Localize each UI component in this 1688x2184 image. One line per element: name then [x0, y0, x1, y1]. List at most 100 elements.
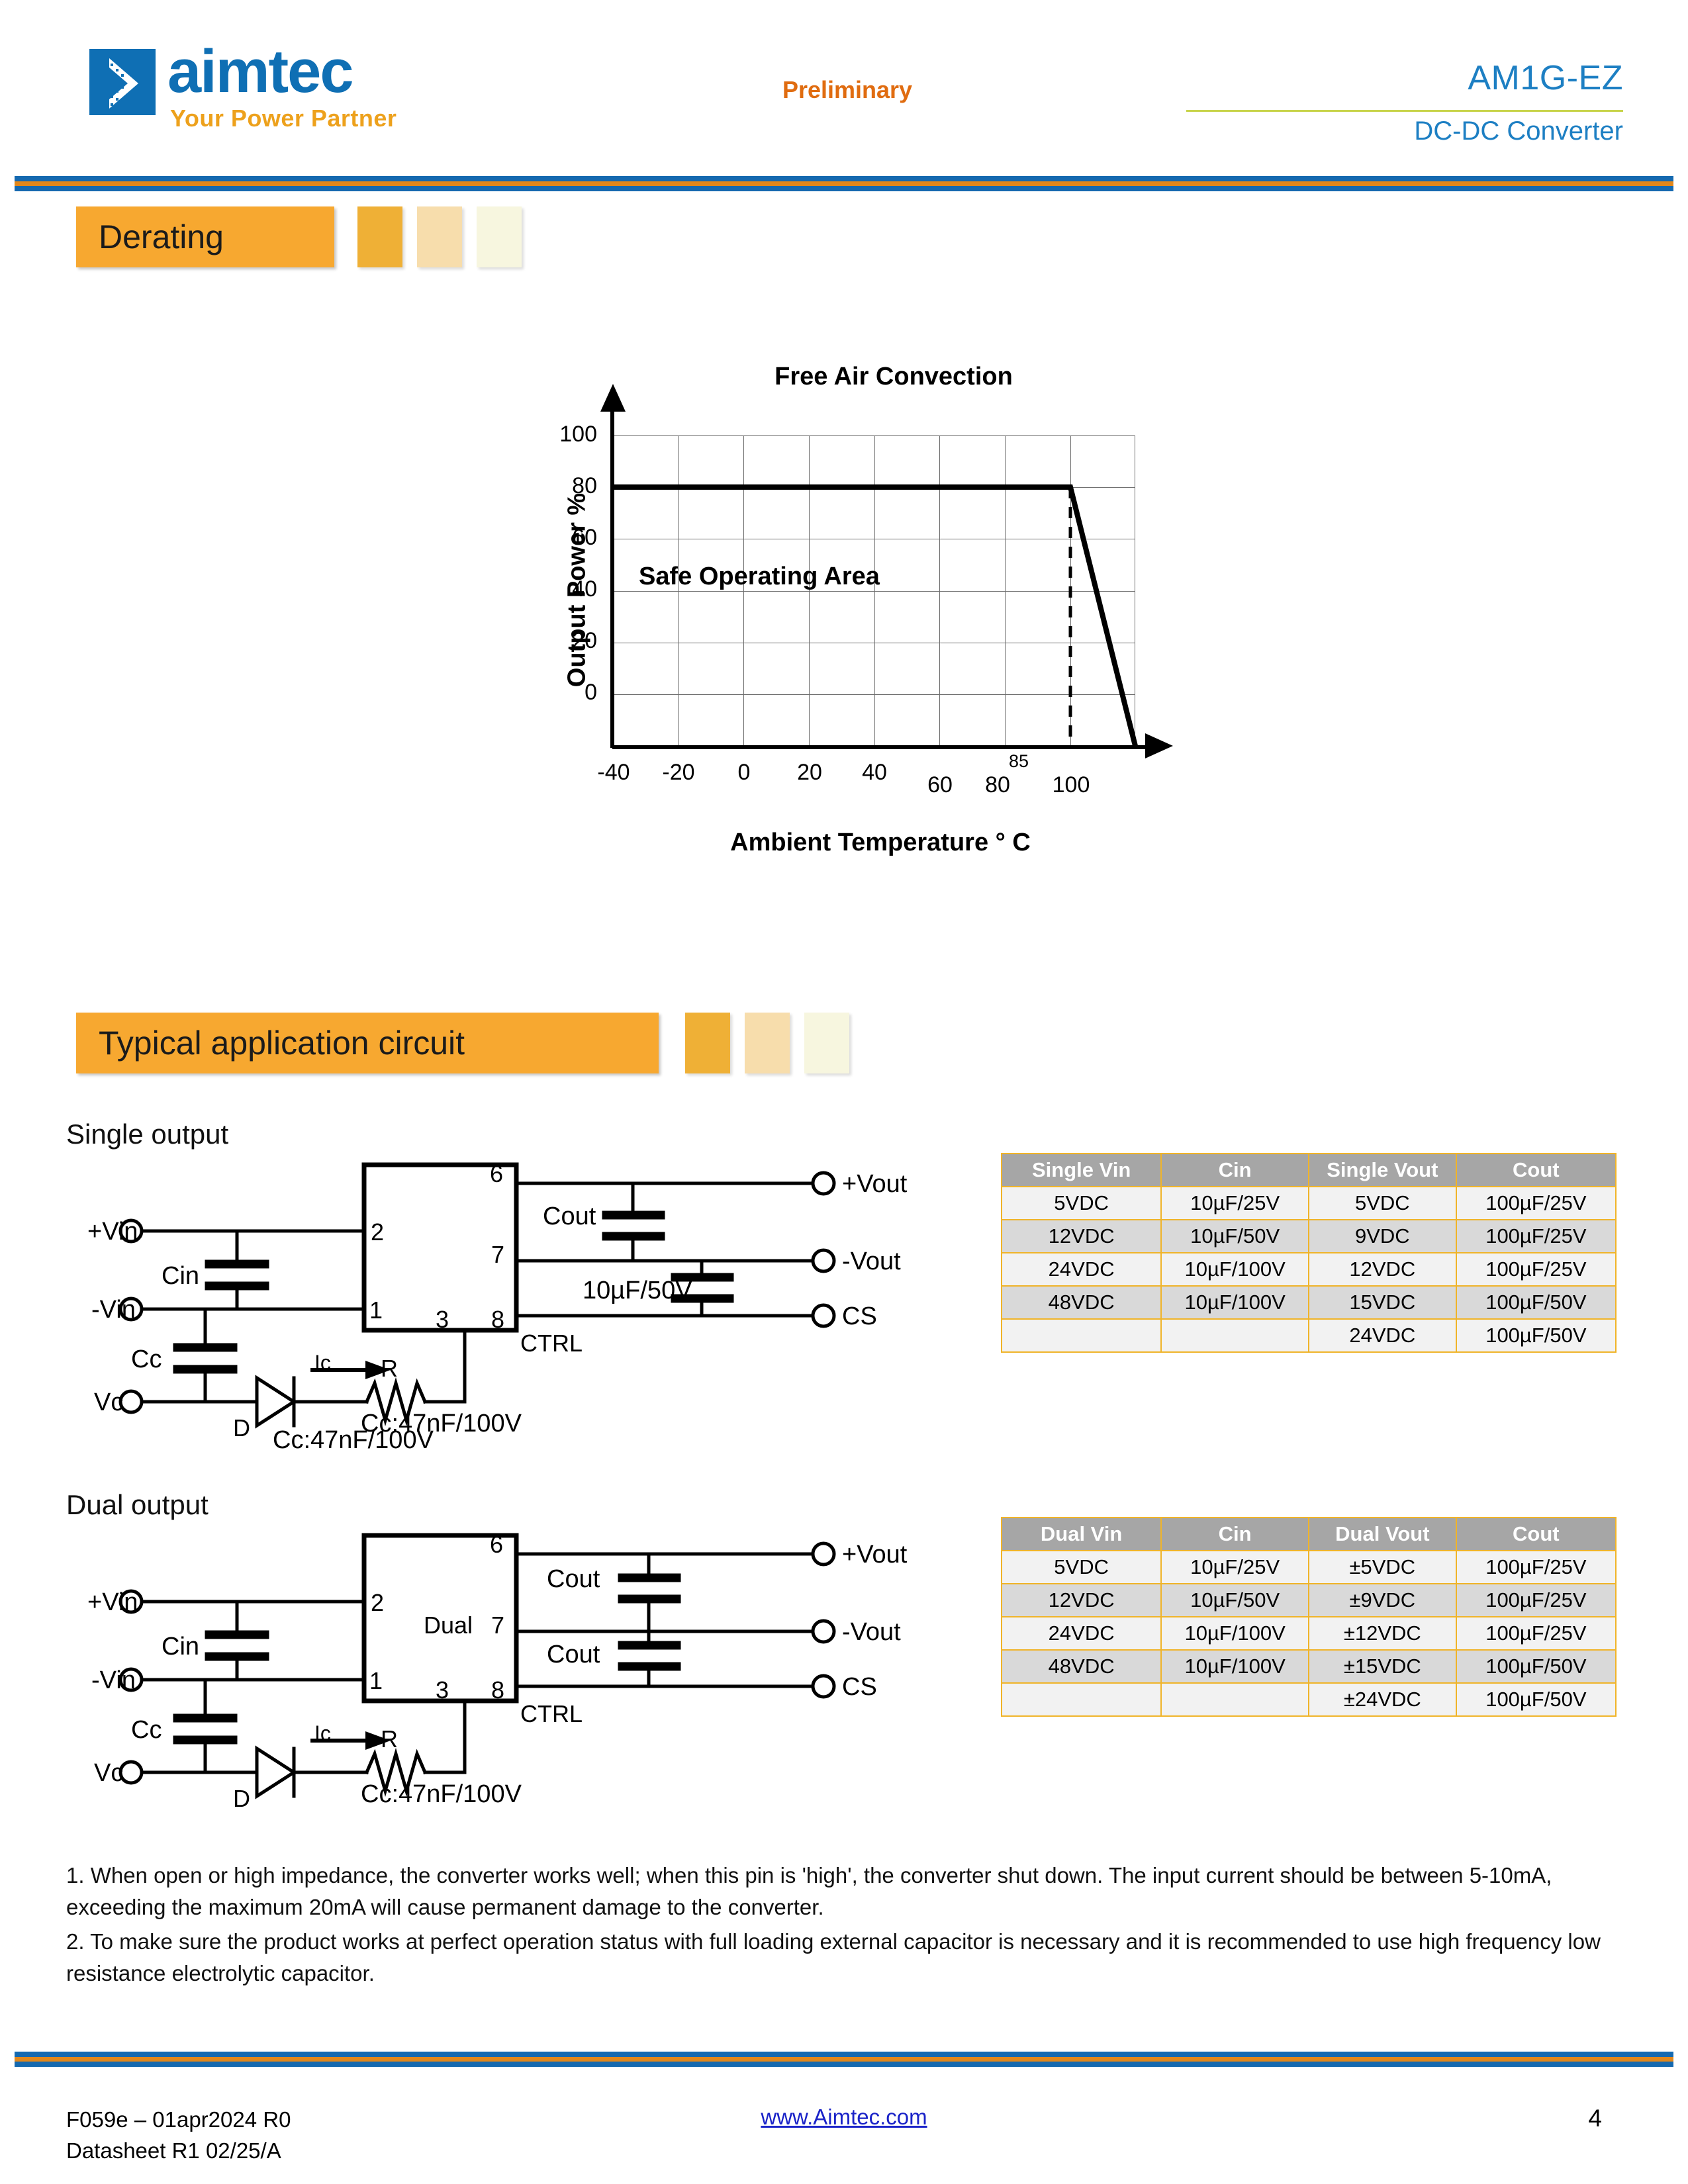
terminal-label-vc: Vc [94, 1388, 123, 1416]
pin-label-dual: Dual [424, 1612, 473, 1639]
svg-text:2: 2 [371, 1218, 384, 1246]
component-label-cc: Cc [131, 1345, 162, 1373]
preliminary-label: Preliminary [782, 76, 913, 103]
terminal-label-vc: Vc [94, 1759, 123, 1787]
chart-y-tick: 60 [572, 525, 597, 550]
component-label-r: R [381, 1355, 398, 1382]
chart-y-tick: 40 [572, 576, 597, 602]
cell: 48VDC [1000, 1285, 1162, 1320]
cell [1160, 1318, 1309, 1353]
cell: 10µF/50V [1160, 1583, 1309, 1617]
terminal-label-minus-vin: -Vin [91, 1296, 136, 1324]
terminal-label-plus-vin: +Vin [87, 1218, 138, 1246]
subheading-dual-output: Dual output [66, 1489, 209, 1520]
table-row: 5VDC 10µF/25V ±5VDC 100µF/25V [1000, 1550, 1617, 1584]
svg-text:.: . [266, 1421, 273, 1448]
footer-website-link[interactable]: www.Aimtec.com [0, 2105, 1688, 2130]
cell: 10µF/25V [1160, 1186, 1309, 1220]
component-label-cout: Cout [543, 1203, 596, 1230]
chart-annotation-safe-operating-area: Safe Operating Area [639, 563, 880, 590]
footer-doc-code: F059e – 01apr2024 R0 [66, 2107, 291, 2132]
table-row: 12VDC 10µF/50V 9VDC 100µF/25V [1000, 1219, 1617, 1253]
svg-text:1: 1 [369, 1297, 383, 1324]
cell: 10µF/25V [1160, 1550, 1309, 1584]
cell: 5VDC [1307, 1186, 1457, 1220]
footer-divider [15, 2052, 1673, 2067]
cell: 24VDC [1000, 1616, 1162, 1651]
cell: 10µF/100V [1160, 1616, 1309, 1651]
terminal-label-cs: CS [842, 1302, 877, 1330]
component-label-cout-top: Cout [547, 1565, 600, 1593]
component-label-cc: Cc [131, 1716, 162, 1744]
pin-label-ctrl: CTRL [520, 1700, 583, 1727]
aimtec-logo: aimtec Your Power Partner [89, 41, 434, 167]
cell: 10µF/100V [1160, 1285, 1309, 1320]
cell: 48VDC [1000, 1649, 1162, 1684]
terminal-label-cs: CS [842, 1673, 877, 1701]
svg-text:3: 3 [436, 1676, 449, 1704]
chart-x-tick: 40 [862, 760, 887, 785]
svg-text:1: 1 [369, 1667, 383, 1694]
cell: 5VDC [1000, 1550, 1162, 1584]
chart-y-tick: 20 [572, 628, 597, 653]
dual-output-circuit-diagram: +Vin -Vin Vc +Vout -Vout CS Cin Cc Cout … [87, 1531, 908, 1812]
cell: 100µF/25V [1455, 1252, 1617, 1287]
component-label-output-cap: 10µF/50V [583, 1277, 692, 1304]
footer-page-number: 4 [1588, 2105, 1602, 2132]
chart-x-tick: 20 [797, 760, 822, 785]
banner-decor-6 [804, 1013, 849, 1073]
dual-cc-value-label: Cc:47nF/100V [361, 1780, 522, 1808]
svg-text:.: . [253, 1426, 259, 1449]
terminal-label-plus-vout: +Vout [842, 1170, 908, 1198]
single-cc-value-label: Cc:47nF/100V [361, 1410, 522, 1437]
banner-decor-2 [417, 206, 462, 267]
aimtec-tagline: Your Power Partner [170, 105, 397, 132]
terminal-label-plus-vin: +Vin [87, 1588, 138, 1616]
chart-title: Free Air Convection [774, 363, 1013, 390]
pin-label-ctrl: CTRL [520, 1330, 583, 1357]
component-label-cc-value: Cc:47nF/100V [273, 1426, 434, 1449]
dual-output-table: Dual Vin Cin Dual Vout Cout 5VDC 10µF/25V… [1000, 1517, 1617, 1717]
table-row: ±24VDC 100µF/50V [1000, 1682, 1617, 1717]
chart-x-tick: 0 [737, 760, 751, 785]
part-number: AM1G-EZ [1468, 59, 1623, 97]
table-row: 24VDC 10µF/100V ±12VDC 100µF/25V [1000, 1616, 1617, 1651]
chart-x-tick-85: 85 [1008, 751, 1029, 771]
subheading-single-output: Single output [66, 1118, 229, 1150]
component-label-d: D [233, 1414, 250, 1441]
cell: ±9VDC [1307, 1583, 1457, 1617]
table-row: 24VDC 10µF/100V 12VDC 100µF/25V [1000, 1252, 1617, 1287]
footnote-2: 2. To make sure the product works at per… [66, 1929, 1601, 1985]
svg-text:.: . [263, 1426, 270, 1449]
cell: 12VDC [1307, 1252, 1457, 1287]
svg-text:7: 7 [491, 1612, 504, 1639]
section-title-typical-application: Typical application circuit [99, 1024, 465, 1062]
section-title-derating: Derating [99, 218, 224, 255]
cell: ±5VDC [1307, 1550, 1457, 1584]
chart-series-derating-curve [612, 484, 1138, 747]
chart-y-axis-arrow-icon [600, 384, 626, 412]
terminal-label-minus-vin: -Vin [91, 1666, 136, 1694]
component-label-cout-bottom: Cout [547, 1641, 600, 1668]
cell [1000, 1318, 1162, 1353]
cell: 24VDC [1307, 1318, 1457, 1353]
chart-x-tick: 60 [927, 772, 953, 797]
table-row: 48VDC 10µF/100V 15VDC 100µF/50V [1000, 1285, 1617, 1320]
svg-text:.: . [266, 1431, 273, 1449]
component-label-cin: Cin [162, 1262, 199, 1290]
terminal-label-minus-vout: -Vout [842, 1248, 901, 1275]
section-banner-derating: Derating [76, 206, 334, 267]
cell: 100µF/25V [1455, 1616, 1617, 1651]
terminal-label-minus-vout: -Vout [842, 1618, 901, 1646]
cell: ±15VDC [1307, 1649, 1457, 1684]
banner-decor-5 [745, 1013, 790, 1073]
header-accent-rule [1186, 110, 1623, 112]
cell: 10µF/50V [1160, 1219, 1309, 1253]
cell: 100µF/50V [1455, 1285, 1617, 1320]
col-header-cin: Cin [1160, 1517, 1309, 1551]
chart-x-axis [612, 745, 1149, 749]
page-header: aimtec Your Power Partner Preliminary AM… [0, 0, 1688, 182]
col-header-single-vout: Single Vout [1307, 1153, 1457, 1187]
svg-text:3: 3 [436, 1306, 449, 1333]
cell: 15VDC [1307, 1285, 1457, 1320]
